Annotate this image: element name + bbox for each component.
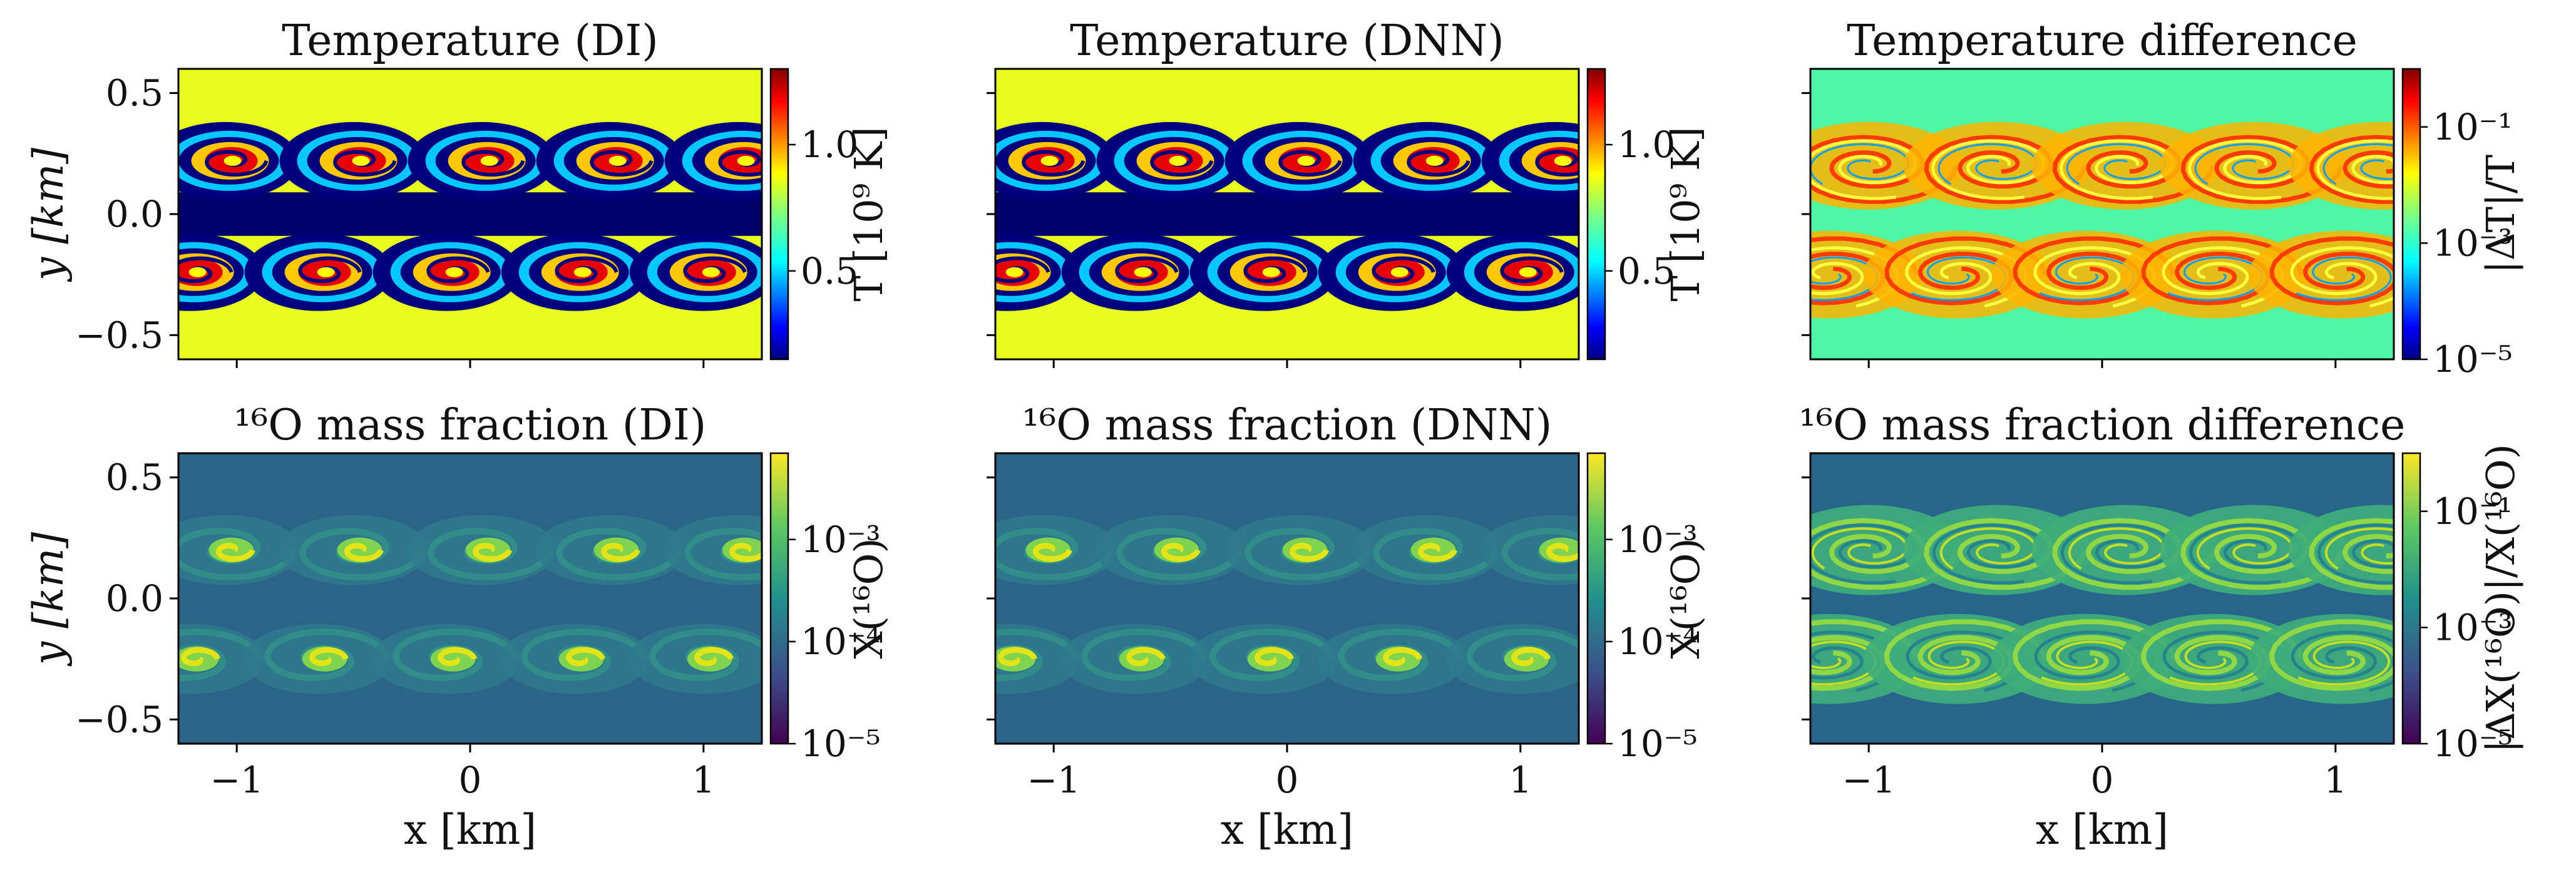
x-tick-label: 0 [459,759,482,801]
x-tick-label: −1 [1842,759,1896,801]
colorbar-label: T [10⁹ K] [1663,126,1708,301]
colorbar-tick-label: 1.0 [1618,123,1675,166]
x-axis-label: x [km] [404,806,536,854]
colorbar-tick-label: 10⁻⁵ [1618,722,1698,765]
x-tick-label: −1 [210,759,264,801]
colorbar-label: |ΔX(¹⁶O)|/X(¹⁶O) [2478,444,2523,753]
colorbar-tick-label: 10⁻¹ [2433,106,2513,148]
colorbar-tick-label: 0.5 [1618,250,1675,292]
colorbar-tick-label: 10⁻⁴ [801,620,881,663]
colorbar-tick-label: 10⁻⁴ [1618,620,1698,663]
y-tick-label: 0.5 [106,72,163,115]
colorbar [769,452,789,745]
x-tick-label: 1 [692,759,715,801]
colorbar-label: T [10⁹ K] [846,126,891,301]
colorbar-tick-label: 10⁻³ [1618,518,1698,561]
panel-title: ¹⁶O mass fraction difference [1799,401,2406,450]
o16-field [178,453,762,744]
x-tick-label: 1 [2324,759,2347,801]
colorbar-label: X(¹⁶O) [1663,538,1708,659]
colorbar-tick-label: 1.0 [801,123,858,166]
colorbar-tick-label: 10⁻⁵ [2433,338,2513,381]
panel-title: Temperature difference [1847,16,2358,66]
y-axis-label: y [km] [24,148,73,283]
x-tick-label: 0 [1276,759,1299,801]
colorbar-tick-label: 0.5 [801,250,858,292]
y-tick-label: 0.5 [106,456,163,499]
colorbar [769,68,789,361]
x-tick-label: 0 [2091,759,2114,801]
y-tick-label: 0.0 [106,577,163,620]
panel-3: ¹⁶O mass fraction (DI) 0.5 0.0 −0.5 −1 0 1 y [k… [24,401,891,854]
colorbar-tick-label: 10⁻³ [2433,606,2513,649]
x-axis-label: x [km] [2036,806,2168,854]
panel-title: Temperature (DNN) [1070,16,1504,66]
colorbar-tick-label: 10⁻³ [2433,222,2513,264]
colorbar-label: |ΔT|/T [2478,155,2523,274]
panel-1: Temperature (DNN) 1.0 0.5T [10⁹ K] [987,16,1708,368]
colorbar [1586,452,1606,745]
colorbar [1586,68,1606,361]
colorbar [2401,68,2421,361]
panel-title: ¹⁶O mass fraction (DNN) [1022,401,1552,450]
panel-title: ¹⁶O mass fraction (DI) [234,401,706,450]
panel-5: ¹⁶O mass fraction difference −1 0 1 x [km] 10… [1799,401,2523,854]
x-tick-label: −1 [1027,759,1080,801]
colorbar-label: X(¹⁶O) [846,538,891,659]
colorbar [2401,452,2421,745]
x-tick-label: 1 [1509,759,1532,801]
colorbar-tick-label: 10⁻³ [801,518,881,561]
panel-2: Temperature difference 10⁻¹ 10⁻³ 10⁻⁵ |ΔT|/T [1802,16,2523,381]
panel-0: Temperature (DI)0.50.0−0.5y [km]1.00.5T … [24,16,891,368]
colorbar-tick-label: 10⁻⁵ [2433,722,2513,765]
y-tick-label: −0.5 [75,314,163,356]
x-axis-label: x [km] [1221,806,1353,854]
colorbar-tick-label: 10⁻⁵ [801,722,881,765]
panel-title: Temperature (DI) [282,16,659,66]
y-tick-label: 0.0 [106,193,163,235]
o16-field [995,453,1579,744]
colorbar-tick-label: 10⁻¹ [2433,490,2513,533]
y-axis-label: y [km] [24,532,73,667]
panel-4: ¹⁶O mass fraction (DNN) −1 0 1 x [km] 10⁻³ 10⁻… [987,401,1708,854]
y-tick-label: −0.5 [75,698,163,741]
